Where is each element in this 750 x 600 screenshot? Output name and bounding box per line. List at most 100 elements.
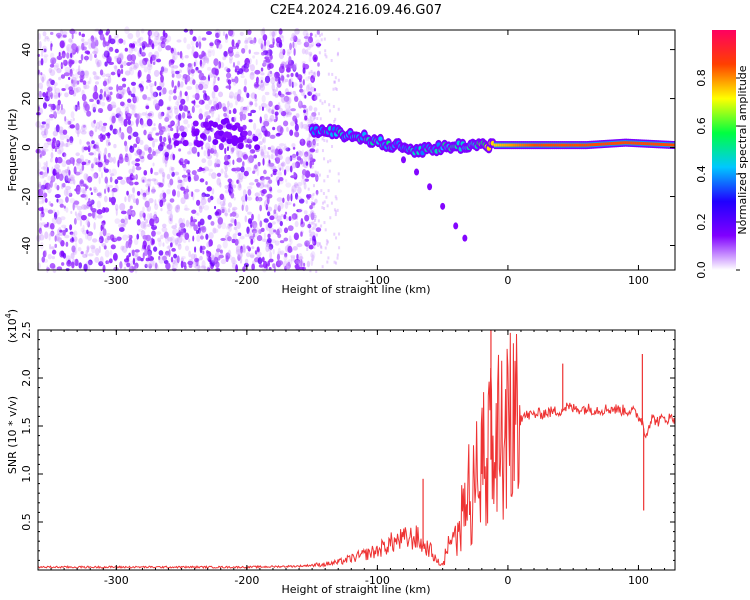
spectrogram-noise-cell (243, 85, 247, 93)
spectrogram-noise-cell (39, 189, 46, 197)
spectrogram-noise-cell (211, 172, 217, 179)
spectrogram-noise-cell (236, 151, 240, 158)
spectrogram-noise-cell (246, 92, 250, 99)
spectrogram-noise-cell (289, 155, 293, 162)
spectrogram-noise-cell (130, 61, 133, 65)
spectrogram-noise-cell (277, 148, 283, 155)
spectrogram-noise-cell (216, 197, 222, 205)
spectrogram-noise-cell (126, 125, 133, 134)
spectrogram-noise-cell (251, 263, 255, 271)
spectrogram-noise-cell (254, 178, 259, 183)
spectrogram-noise-cell (272, 168, 278, 173)
spectrogram-noise-cell (87, 265, 91, 270)
spectrogram-noise-cell (170, 120, 175, 127)
spectrogram-noise-cell (162, 174, 165, 183)
spectrogram-noise-cell (68, 192, 73, 197)
spectrogram-noise-cell (328, 109, 331, 113)
spectrogram-noise-cell (307, 82, 313, 91)
spectrogram-noise-cell (327, 256, 330, 260)
spectrogram-noise-cell (64, 92, 69, 98)
spectrogram-noise-cell (142, 51, 146, 56)
spectrogram-noise-cell (158, 239, 162, 248)
spectrogram-noise-cell (180, 197, 186, 205)
spectrogram-noise-cell (97, 161, 103, 168)
spectrogram-noise-cell (166, 173, 171, 180)
spectrogram-noise-cell (186, 86, 193, 91)
spectrogram-noise-cell (93, 157, 98, 164)
spectrogram-noise-cell (337, 37, 340, 41)
spectrogram-noise-cell (141, 112, 147, 116)
spectrogram-noise-cell (249, 72, 255, 80)
spectrogram-noise-cell (192, 260, 198, 268)
spectrogram-noise-cell (327, 72, 330, 76)
spectrogram-noise-cell (157, 45, 163, 52)
spectrogram-ridge-cell (531, 143, 534, 147)
spectrogram-noise-cell (81, 163, 85, 171)
spectrogram-noise-cell (69, 59, 75, 64)
spectrogram-noise-cell (61, 262, 65, 266)
spectrogram-noise-cell (72, 179, 76, 185)
spectrogram-noise-cell (222, 240, 228, 249)
spectrogram-noise-cell (251, 228, 258, 234)
spectrogram-noise-cell (323, 179, 326, 183)
spectrogram-noise-cell (44, 182, 51, 190)
snr-x-tick-label: -200 (234, 574, 259, 587)
colorbar: 0.00.20.40.60.8 Normalized spectral ampl… (695, 30, 749, 279)
spectrogram-noise-cell (263, 144, 267, 151)
spectrogram-noise-cell (269, 54, 273, 60)
spectrogram-noise-cell (337, 179, 340, 183)
spectrogram-noise-cell (73, 236, 78, 243)
spectrogram-noise-cell (56, 156, 63, 164)
spectrogram-noise-cell (83, 70, 90, 76)
spectrogram-noise-cell (50, 43, 53, 52)
spectrogram-noise-cell (38, 183, 42, 189)
spectrogram-noise-cell (158, 182, 164, 188)
spectrogram-noise-cell (158, 122, 162, 131)
spectrogram-noise-cell (285, 156, 291, 165)
spectrogram-noise-cell (46, 166, 49, 174)
spectrogram-noise-cell (53, 110, 57, 115)
spectrogram-noise-cell (77, 71, 82, 76)
spectrogram-noise-cell (225, 85, 232, 89)
spectrogram-noise-cell (44, 231, 49, 240)
spectrogram-noise-cell (204, 111, 211, 115)
spectrogram-ridge-cell (654, 142, 657, 146)
spectrogram-noise-cell (333, 260, 336, 264)
spectrogram-noise-cell (74, 211, 77, 216)
spectrogram-noise-cell (247, 156, 253, 164)
spectrogram-noise-cell (215, 32, 220, 39)
spectrogram-noise-cell (131, 249, 135, 257)
spectrogram-noise-cell (134, 262, 139, 269)
spectrogram-noise-cell (152, 246, 158, 252)
spectrogram-noise-cell (267, 206, 273, 212)
spectrogram-noise-cell (122, 83, 127, 88)
spectrogram-noise-cell (296, 196, 302, 201)
spectrogram-noise-cell (38, 91, 44, 98)
spectrogram-ridge-cell (573, 143, 577, 147)
spectrogram-noise-cell (316, 191, 319, 196)
spectrogram-noise-cell (208, 72, 214, 79)
spectrogram-noise-cell (42, 133, 48, 139)
spectrogram-noise-cell (50, 203, 54, 207)
spectrogram-noise-cell (57, 168, 62, 174)
spectrogram-noise-cell (96, 61, 100, 68)
spectrogram-noise-cell (40, 166, 47, 170)
spectrogram-noise-cell (207, 148, 211, 157)
spectrogram-noise-cell (76, 205, 83, 211)
spectrogram-noise-cell (254, 83, 260, 87)
spectrogram-noise-cell (47, 175, 52, 181)
spectrogram-noise-cell (310, 221, 313, 225)
spectrogram-noise-cell (151, 178, 157, 182)
spectrogram-noise-cell (71, 32, 74, 40)
spectrogram-noise-cell (203, 166, 210, 172)
spectrogram-noise-cell (116, 176, 123, 180)
spectrogram-noise-cell (135, 40, 142, 47)
spectrogram-noise-cell (235, 264, 239, 273)
spectrogram-noise-cell (308, 71, 311, 75)
spectrogram-noise-cell (224, 174, 229, 178)
spectrogram-noise-cell (154, 199, 157, 206)
spectrogram-noise-cell (261, 188, 267, 194)
spectrogram-noise-cell (187, 260, 194, 266)
spectrogram-noise-cell (195, 230, 199, 235)
spectrogram-noise-cell (96, 99, 100, 105)
